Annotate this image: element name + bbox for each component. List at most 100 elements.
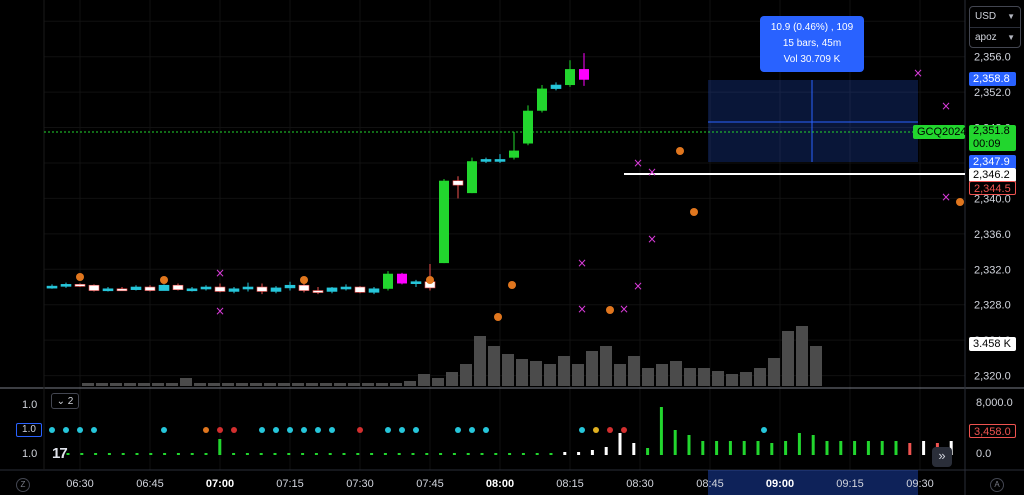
volume-bar (390, 383, 402, 386)
indicator-dot (203, 427, 209, 433)
price-tick-label: 2,320.0 (974, 371, 1011, 383)
indicator-bar (301, 453, 305, 455)
indicator-bar (176, 453, 180, 455)
auto-scale-button[interactable]: A (990, 478, 1004, 492)
candle-body (537, 88, 547, 111)
indicator-dot (63, 427, 69, 433)
indicator-bar (287, 453, 291, 455)
signal-dot (690, 208, 698, 216)
candle-body (312, 290, 324, 293)
volume-bar (264, 383, 276, 386)
candle-body (74, 284, 86, 287)
chevron-down-icon: ▼ (1007, 12, 1015, 21)
indicator-dot (357, 427, 363, 433)
price-tick-label: 2,328.0 (974, 300, 1011, 312)
time-range-highlight (708, 470, 918, 495)
volume-bar (376, 383, 388, 386)
time-tick-label: 06:45 (136, 478, 164, 490)
cross-marker: × (941, 99, 951, 113)
indicator-tick-label: 8,000.0 (976, 397, 1013, 409)
time-tick-label: 09:00 (766, 478, 794, 490)
indicator-bar (646, 448, 650, 455)
candle-body (228, 288, 240, 292)
indicator-bar (563, 452, 567, 455)
candle-body (60, 284, 72, 287)
scroll-to-realtime-button[interactable]: » (932, 447, 952, 467)
indicator-dot (259, 427, 265, 433)
indicator-bar (107, 453, 111, 455)
cross-marker: × (577, 256, 587, 270)
volume-bar (166, 383, 178, 386)
volume-bar (334, 383, 346, 386)
red-price-tag: 2,344.5 (969, 181, 1016, 195)
indicator-dot (469, 427, 475, 433)
time-tick-label: 07:45 (416, 478, 444, 490)
volume-bar (306, 383, 318, 386)
indicator-bar (452, 453, 456, 455)
indicator-bar (466, 453, 470, 455)
indicator-dot (287, 427, 293, 433)
indicator-bar (149, 453, 153, 455)
indicator-dot (455, 427, 461, 433)
candle-body (186, 288, 198, 292)
candle-body (214, 286, 226, 292)
indicator-bar (784, 441, 788, 455)
indicator-bar (922, 441, 926, 455)
currency-value[interactable]: USD ▼ (970, 7, 1020, 28)
indicator-scale-badge[interactable]: 1.0 (16, 423, 42, 437)
indicator-dot (413, 427, 419, 433)
indicator-bar (687, 435, 691, 455)
indicator-bar (425, 453, 429, 455)
indicator-bar (825, 441, 829, 455)
zoom-button[interactable]: Z (16, 478, 30, 492)
candle-body (284, 284, 296, 289)
volume-bar (516, 359, 528, 386)
volume-bar (726, 374, 738, 386)
time-tick-label: 08:00 (486, 478, 514, 490)
indicator-bar (715, 441, 719, 455)
indicator-bar (218, 439, 222, 455)
indicator-dot (217, 427, 223, 433)
indicator-bar (328, 453, 332, 455)
indicator-bar (94, 453, 98, 455)
measure-bars: 15 bars, 45m (782, 38, 842, 49)
volume-bar (488, 346, 500, 386)
candle-body (158, 284, 170, 291)
signal-dot (300, 276, 308, 284)
unit-value[interactable]: apoz ▼ (970, 28, 1020, 48)
volume-bar (82, 383, 94, 386)
volume-bar (754, 368, 766, 386)
volume-tag: 3.458 K (969, 337, 1016, 351)
indicator-bar (604, 447, 608, 455)
volume-bar (418, 374, 430, 386)
indicator-pane (49, 407, 953, 495)
last-price: 2,351.8 (973, 125, 1010, 137)
candle-body (88, 284, 100, 291)
indicator-dot (579, 427, 585, 433)
candle-body (452, 180, 464, 186)
currency-selector[interactable]: USD ▼ apoz ▼ (969, 6, 1021, 48)
tradingview-logo-icon[interactable]: 17 (52, 445, 68, 462)
indicator-bar (508, 453, 512, 455)
candle-body (550, 84, 562, 89)
volume-bar (404, 381, 416, 386)
indicator-bar (673, 430, 677, 455)
volume-bar (320, 383, 332, 386)
indicator-bar (190, 453, 194, 455)
candle-body (200, 286, 212, 290)
indicator-bar (439, 453, 443, 455)
volume-bar (96, 383, 108, 386)
signal-dot (426, 276, 434, 284)
candle-body (172, 284, 184, 290)
indicator-bar (549, 453, 553, 455)
cross-marker: × (941, 190, 951, 204)
volume-bar (600, 346, 612, 386)
indicator-bar (342, 453, 346, 455)
candle-body (116, 288, 128, 292)
indicator-bar (701, 441, 705, 455)
indicator-bar (839, 441, 843, 455)
candle-body (523, 110, 533, 144)
indicator-collapse-toggle[interactable]: ⌄ 2 (51, 393, 79, 409)
volume-bar (292, 383, 304, 386)
